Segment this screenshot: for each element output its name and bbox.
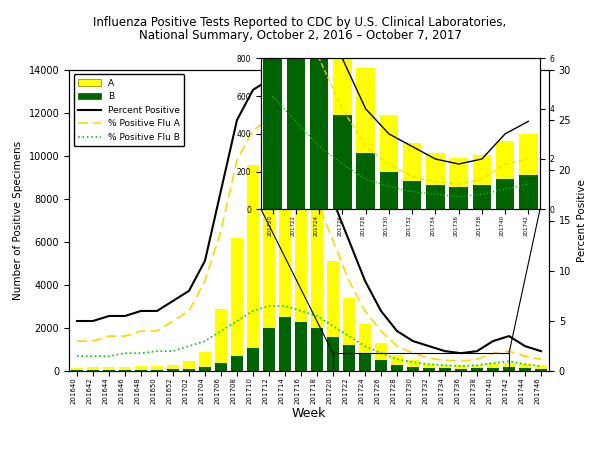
Bar bbox=[391, 365, 403, 371]
Bar bbox=[519, 176, 538, 209]
Bar bbox=[151, 366, 163, 371]
Bar bbox=[343, 298, 355, 371]
Bar bbox=[403, 181, 421, 209]
Text: Influenza Positive Tests Reported to CDC by U.S. Clinical Laboratories,: Influenza Positive Tests Reported to CDC… bbox=[94, 16, 506, 29]
Bar bbox=[343, 346, 355, 371]
Bar bbox=[326, 337, 340, 371]
Bar bbox=[407, 360, 419, 371]
Bar bbox=[487, 364, 499, 371]
Bar bbox=[119, 367, 131, 371]
Bar bbox=[518, 368, 532, 371]
Bar bbox=[215, 363, 227, 371]
Bar bbox=[422, 368, 436, 371]
Bar bbox=[263, 117, 275, 371]
Bar bbox=[391, 355, 403, 371]
Bar bbox=[356, 153, 375, 209]
Bar bbox=[455, 369, 467, 371]
Bar bbox=[455, 365, 467, 371]
X-axis label: Week: Week bbox=[292, 407, 326, 420]
Bar bbox=[119, 370, 131, 371]
Bar bbox=[380, 115, 398, 209]
Bar bbox=[439, 365, 451, 371]
Legend: A, B, Percent Positive, % Positive Flu A, % Positive Flu B: A, B, Percent Positive, % Positive Flu A… bbox=[74, 74, 184, 146]
Bar bbox=[359, 324, 371, 371]
Bar bbox=[503, 367, 515, 371]
Bar bbox=[247, 165, 259, 371]
Bar bbox=[518, 364, 532, 371]
Bar bbox=[278, 317, 292, 371]
Bar bbox=[535, 365, 547, 371]
Bar bbox=[380, 171, 398, 209]
Bar bbox=[426, 153, 445, 209]
Bar bbox=[310, 0, 328, 209]
Bar bbox=[134, 370, 148, 371]
Bar bbox=[473, 155, 491, 209]
Bar bbox=[473, 185, 491, 209]
Bar bbox=[167, 369, 179, 371]
Y-axis label: Number of Positive Specimens: Number of Positive Specimens bbox=[13, 141, 23, 300]
Bar bbox=[356, 68, 375, 209]
Bar bbox=[215, 309, 227, 371]
Bar bbox=[403, 143, 421, 209]
Bar bbox=[326, 261, 340, 371]
Bar bbox=[333, 115, 352, 209]
Bar bbox=[86, 370, 100, 371]
Bar bbox=[247, 347, 259, 371]
Bar bbox=[407, 367, 419, 371]
Bar bbox=[278, 119, 292, 371]
Bar bbox=[449, 187, 468, 209]
Bar bbox=[287, 0, 305, 209]
Bar bbox=[263, 0, 282, 209]
Text: National Summary, October 2, 2016 – October 7, 2017: National Summary, October 2, 2016 – Octo… bbox=[139, 29, 461, 42]
Bar bbox=[470, 369, 484, 371]
Bar bbox=[422, 364, 436, 371]
Bar bbox=[310, 58, 328, 209]
Y-axis label: Percent Positive: Percent Positive bbox=[577, 179, 587, 262]
Bar bbox=[86, 367, 100, 371]
Bar bbox=[199, 352, 211, 371]
Bar bbox=[311, 328, 323, 371]
Bar bbox=[449, 158, 468, 209]
Bar bbox=[287, 0, 305, 209]
Bar bbox=[295, 322, 307, 371]
Bar bbox=[199, 367, 211, 371]
Bar bbox=[487, 368, 499, 371]
Bar bbox=[374, 343, 388, 371]
Bar bbox=[426, 185, 445, 209]
Bar bbox=[295, 160, 307, 371]
Bar bbox=[470, 365, 484, 371]
Bar bbox=[263, 328, 275, 371]
Bar bbox=[103, 367, 115, 371]
Bar bbox=[333, 0, 352, 209]
Bar bbox=[535, 369, 547, 371]
Bar bbox=[151, 369, 163, 371]
Bar bbox=[71, 370, 83, 371]
Bar bbox=[359, 354, 371, 371]
Bar bbox=[439, 369, 451, 371]
Bar bbox=[311, 210, 323, 371]
Bar bbox=[182, 361, 196, 371]
Bar bbox=[134, 366, 148, 371]
Bar bbox=[496, 179, 514, 209]
Bar bbox=[374, 360, 388, 371]
Bar bbox=[263, 0, 282, 209]
Bar bbox=[496, 141, 514, 209]
Bar bbox=[71, 368, 83, 371]
Bar bbox=[182, 369, 196, 371]
Bar bbox=[103, 370, 115, 371]
Bar bbox=[230, 238, 244, 371]
Bar bbox=[230, 356, 244, 371]
Bar bbox=[519, 134, 538, 209]
Bar bbox=[167, 365, 179, 371]
Bar bbox=[503, 363, 515, 371]
